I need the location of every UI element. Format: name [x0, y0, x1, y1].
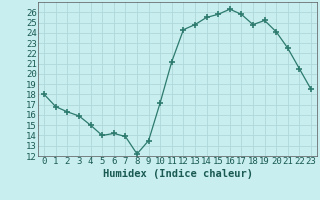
- X-axis label: Humidex (Indice chaleur): Humidex (Indice chaleur): [103, 169, 252, 179]
